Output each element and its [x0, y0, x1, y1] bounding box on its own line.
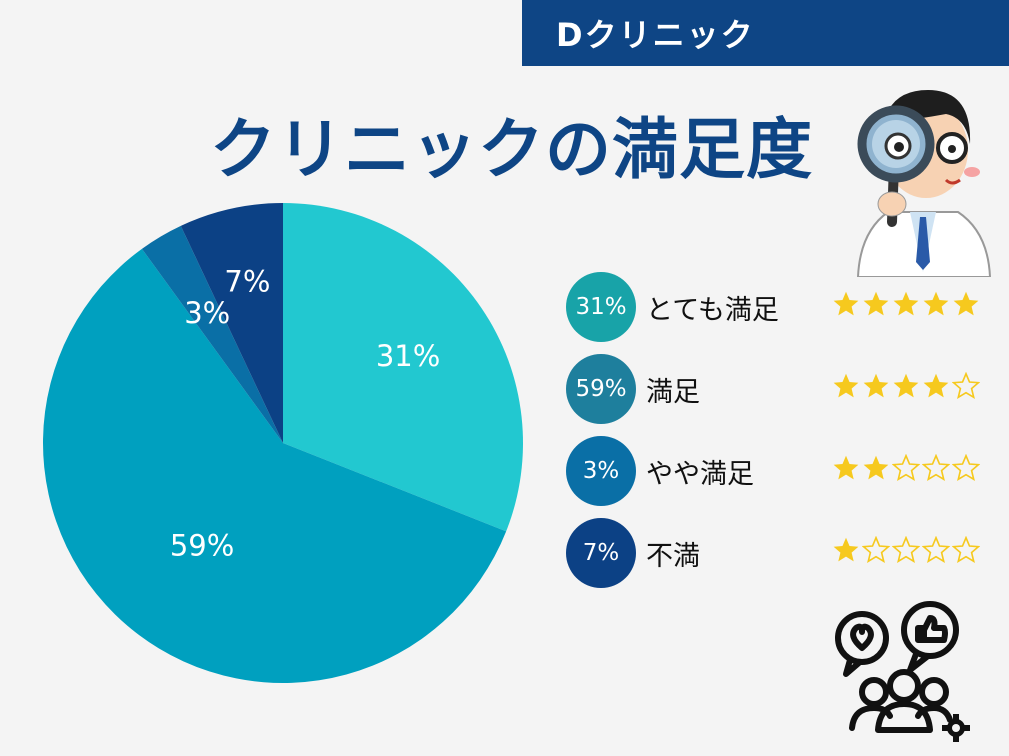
people-feedback-icon	[835, 601, 970, 742]
star-filled-icon	[833, 291, 859, 316]
star-filled-icon	[893, 373, 919, 398]
doctor-magnifier-icon	[856, 90, 992, 277]
star-outline-icon	[952, 454, 980, 482]
star-filled-icon	[833, 373, 859, 398]
star-filled-icon	[923, 291, 949, 316]
star-outline-icon	[862, 536, 890, 564]
star-outline-icon	[922, 536, 950, 564]
pie-slice-label-3: 3%	[184, 296, 230, 330]
pie-slice-1	[283, 203, 523, 532]
satisfaction-pie-chart: 31% 59% 3% 7%	[40, 200, 526, 686]
legend-percent-badge: 3%	[566, 436, 636, 506]
legend-item: 7% 不満	[566, 516, 986, 598]
star-outline-icon	[892, 536, 920, 564]
star-filled-icon	[833, 537, 859, 562]
clinic-name-banner: Dクリニック	[522, 0, 1009, 66]
star-outline-icon	[952, 536, 980, 564]
legend-label: やや満足	[646, 459, 754, 490]
rating-stars	[832, 454, 980, 482]
star-outline-icon	[952, 372, 980, 400]
pie-slice-4	[180, 203, 283, 443]
rating-stars	[832, 536, 980, 564]
rating-stars	[832, 372, 980, 400]
pie-slice-label-4: 7%	[224, 265, 270, 299]
legend-label: 不満	[646, 541, 700, 572]
clinic-name: Dクリニック	[556, 16, 755, 54]
page-title: クリニックの満足度	[210, 111, 813, 188]
star-outline-icon	[892, 454, 920, 482]
legend-item: 3% やや満足	[566, 434, 986, 516]
pie-slice-3	[141, 225, 283, 443]
rating-stars	[832, 290, 980, 318]
legend: 31% とても満足 59% 満足 3% やや満足 7% 不満	[566, 270, 986, 598]
legend-item: 31% とても満足	[566, 270, 986, 352]
star-filled-icon	[893, 291, 919, 316]
legend-percent-badge: 31%	[566, 272, 636, 342]
star-filled-icon	[863, 455, 889, 480]
legend-percent-badge: 7%	[566, 518, 636, 588]
pie-slice-label-1: 31%	[376, 339, 440, 373]
star-outline-icon	[922, 454, 950, 482]
legend-item: 59% 満足	[566, 352, 986, 434]
pie-slice-2	[42, 248, 507, 684]
star-filled-icon	[953, 291, 979, 316]
legend-label: 満足	[646, 377, 700, 408]
pie-slice-label-2: 59%	[170, 528, 234, 562]
star-filled-icon	[923, 373, 949, 398]
star-filled-icon	[863, 291, 889, 316]
legend-label: とても満足	[646, 295, 779, 326]
star-filled-icon	[863, 373, 889, 398]
legend-percent-badge: 59%	[566, 354, 636, 424]
star-filled-icon	[833, 455, 859, 480]
